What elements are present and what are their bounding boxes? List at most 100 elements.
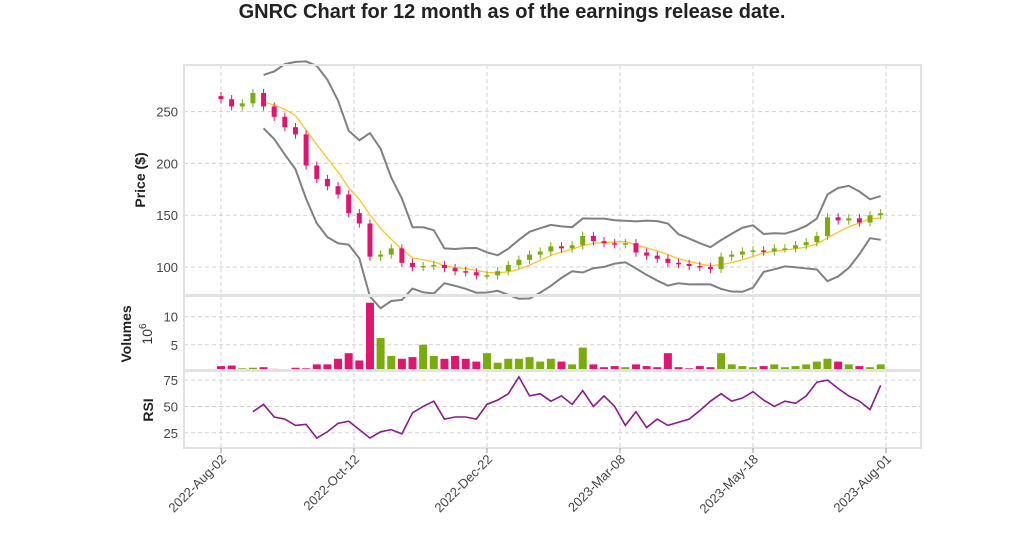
candle-body (271, 106, 277, 117)
candle-body (878, 213, 884, 216)
volume-bar (387, 355, 396, 370)
candle-body (803, 242, 809, 246)
candle-body (495, 271, 501, 276)
volume-bar (536, 361, 545, 370)
bollinger-upper-line (263, 60, 881, 257)
candle-body (484, 275, 490, 277)
volume-bar (472, 361, 481, 370)
candle-body (303, 134, 309, 166)
volume-bar (461, 358, 470, 370)
volume-bar (791, 366, 800, 370)
candle-body (569, 245, 575, 249)
volume-bar (568, 364, 577, 370)
candle-body (548, 246, 554, 252)
price-y-tick-label: 250 (156, 105, 178, 120)
candle-body (856, 218, 862, 223)
rsi-axis-label: RSI (140, 398, 156, 421)
volume-bar (749, 367, 757, 370)
volume-unit-exponent: 6 (138, 323, 149, 329)
candle-body (346, 194, 352, 214)
volume-bar (334, 358, 343, 370)
volume-unit-label: 106 (138, 323, 155, 345)
candle-body (527, 254, 533, 260)
volume-bar (770, 364, 779, 370)
candle-body (282, 116, 288, 128)
volume-bar (248, 367, 257, 370)
candle-body (867, 215, 873, 223)
candle-body (707, 267, 713, 270)
x-tick-label: 2022-Oct-12 (300, 452, 362, 514)
volume-bar (717, 353, 726, 370)
rsi-panel (252, 375, 882, 440)
bollinger-lower-line (262, 127, 881, 310)
candle-body (388, 248, 394, 255)
volume-bar (419, 344, 428, 370)
x-tick-label: 2022-Dec-22 (431, 452, 495, 516)
candle-body (505, 264, 511, 272)
volume-bar (727, 364, 736, 370)
volume-bar (483, 353, 491, 370)
volume-bar (780, 367, 789, 370)
candle-body (537, 251, 543, 255)
price-axis-label: Price ($) (132, 152, 148, 207)
volume-bar (376, 338, 385, 370)
price-panel (218, 60, 884, 310)
candle-body (239, 103, 245, 107)
candle-body (729, 254, 735, 257)
volume-bar (876, 364, 885, 370)
x-tick-label: 2023-May-18 (696, 452, 761, 517)
x-tick-label: 2023-Aug-01 (830, 452, 894, 516)
volume-bar (259, 367, 268, 370)
candle-body (473, 272, 479, 276)
volume-bar (610, 366, 619, 370)
candle-body (761, 250, 767, 252)
candle-body (793, 245, 799, 249)
candle-body (633, 243, 639, 253)
volume-bar (312, 364, 321, 370)
volume-bar (642, 366, 651, 370)
candle-body (250, 92, 256, 104)
candle-body (835, 217, 841, 221)
volume-bar (621, 367, 630, 370)
candle-body (782, 248, 788, 250)
candle-body (420, 265, 426, 268)
candle-body (814, 235, 820, 243)
candle-body (665, 258, 671, 263)
volume-bar (855, 366, 864, 370)
volume-bar (631, 364, 640, 370)
volume-bar (525, 357, 534, 370)
candle-body (229, 99, 235, 107)
candle-body (654, 255, 660, 259)
candle-body (739, 251, 745, 255)
candle-body (590, 235, 596, 242)
candle-body (218, 96, 224, 100)
volume-bar (695, 366, 704, 370)
candle-body (356, 213, 362, 224)
rsi-y-tick-label: 25 (164, 426, 178, 441)
candle-body (580, 235, 586, 246)
chart-title: GNRC Chart for 12 month as of the earnin… (239, 1, 786, 23)
volume-bar (355, 360, 364, 370)
volume-bar (844, 364, 853, 370)
candle-body (824, 217, 830, 236)
candle-body (399, 248, 405, 263)
vol-y-tick-label: 5 (171, 338, 178, 353)
volume-bar (663, 353, 672, 370)
candle-body (324, 178, 330, 187)
volume-bar (866, 367, 875, 370)
volume-bar (504, 358, 513, 370)
volume-bar (217, 366, 225, 370)
volume-bar (653, 367, 662, 370)
volume-panel (217, 302, 885, 370)
volume-bar (365, 302, 374, 370)
candle-body (718, 256, 724, 270)
vol-y-tick-label: 10 (164, 310, 178, 325)
volume-bar (514, 358, 523, 370)
price-y-tick-label: 100 (156, 260, 178, 275)
rsi-y-tick-label: 75 (164, 373, 178, 388)
candle-body (558, 246, 564, 249)
candle-body (335, 186, 341, 195)
volume-bar (738, 366, 747, 370)
candle-body (367, 223, 373, 257)
